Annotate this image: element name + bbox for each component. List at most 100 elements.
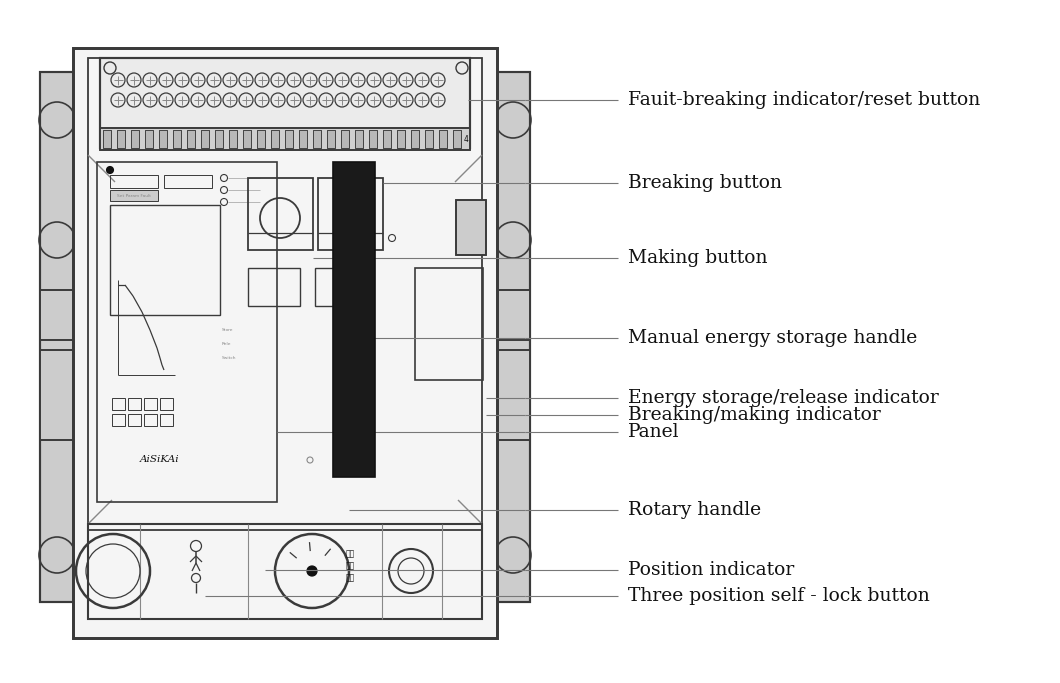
Bar — [40, 72, 74, 602]
Bar — [215, 130, 223, 148]
Bar — [248, 178, 313, 250]
Bar — [128, 414, 141, 426]
Bar — [229, 130, 237, 148]
Text: Three position self - lock button: Three position self - lock button — [628, 587, 930, 605]
Bar — [355, 130, 363, 148]
Text: 分离: 分离 — [346, 574, 355, 583]
Text: Rotary handle: Rotary handle — [628, 501, 761, 519]
Bar — [333, 162, 375, 477]
Bar — [117, 130, 125, 148]
Text: 试验: 试验 — [346, 561, 355, 570]
Bar — [117, 130, 125, 148]
Bar — [299, 130, 307, 148]
Bar — [315, 268, 367, 306]
Bar — [112, 414, 125, 426]
Bar — [243, 130, 251, 148]
Bar — [103, 130, 111, 148]
Bar — [103, 130, 111, 148]
Bar — [173, 130, 181, 148]
Bar — [456, 200, 485, 255]
Bar — [98, 162, 277, 502]
Bar — [482, 290, 530, 340]
Bar — [73, 48, 497, 638]
Bar — [88, 58, 482, 530]
Bar — [369, 130, 377, 148]
Bar — [439, 130, 447, 148]
Bar — [110, 190, 158, 201]
Bar — [145, 130, 153, 148]
Bar — [248, 268, 300, 306]
Bar — [201, 130, 209, 148]
Bar — [271, 130, 279, 148]
Text: AiSiKAi: AiSiKAi — [140, 456, 180, 464]
Text: 4: 4 — [464, 135, 469, 145]
Bar — [131, 130, 139, 148]
Text: Set Param Fault: Set Param Fault — [117, 194, 151, 198]
Bar — [40, 290, 88, 340]
Text: Store: Store — [222, 328, 233, 332]
Circle shape — [106, 167, 113, 173]
Text: Breaking/making indicator: Breaking/making indicator — [628, 406, 881, 424]
Bar — [456, 200, 485, 255]
Bar — [453, 130, 461, 148]
Bar — [355, 130, 363, 148]
Bar — [299, 130, 307, 148]
Bar — [313, 130, 321, 148]
Bar — [40, 350, 88, 440]
Text: Manual energy storage handle: Manual energy storage handle — [628, 329, 917, 347]
Bar — [110, 175, 158, 188]
Text: Energy storage/release indicator: Energy storage/release indicator — [628, 389, 939, 407]
Bar — [243, 130, 251, 148]
Bar — [187, 130, 195, 148]
Bar — [326, 130, 335, 148]
Bar — [482, 350, 530, 440]
Bar — [100, 128, 470, 150]
Text: I: I — [347, 208, 354, 227]
Bar — [318, 178, 383, 250]
Bar — [110, 205, 220, 315]
Bar — [383, 130, 391, 148]
Bar — [100, 58, 470, 148]
Bar — [398, 130, 405, 148]
Bar — [369, 130, 377, 148]
Bar — [229, 130, 237, 148]
Bar — [144, 414, 157, 426]
Bar — [341, 130, 349, 148]
Bar — [187, 130, 195, 148]
Bar — [173, 130, 181, 148]
Bar — [439, 130, 447, 148]
Bar — [131, 130, 139, 148]
Bar — [73, 48, 497, 638]
Bar — [100, 58, 470, 148]
Bar — [145, 130, 153, 148]
Text: Rele: Rele — [222, 342, 231, 346]
Text: Making button: Making button — [628, 249, 767, 267]
Text: Fauit-breaking indicator/reset button: Fauit-breaking indicator/reset button — [628, 91, 980, 109]
Bar — [112, 398, 125, 410]
Circle shape — [307, 566, 317, 576]
Bar — [40, 350, 88, 440]
Text: Breaking button: Breaking button — [628, 174, 782, 192]
Bar — [285, 130, 293, 148]
Bar — [326, 130, 335, 148]
Bar — [215, 130, 223, 148]
Bar — [100, 128, 470, 150]
Bar — [271, 130, 279, 148]
Bar — [128, 398, 141, 410]
Bar — [40, 72, 74, 602]
Text: Panel: Panel — [628, 423, 679, 441]
Bar — [201, 130, 209, 148]
Bar — [160, 398, 173, 410]
Bar — [160, 414, 173, 426]
Bar — [159, 130, 167, 148]
Bar — [425, 130, 432, 148]
Bar — [482, 290, 530, 340]
Text: 连接: 连接 — [346, 550, 355, 559]
Bar — [88, 524, 482, 619]
Bar — [257, 130, 265, 148]
Bar — [383, 130, 391, 148]
Bar — [341, 130, 349, 148]
Bar — [411, 130, 419, 148]
Bar — [496, 72, 530, 602]
Bar — [313, 130, 321, 148]
